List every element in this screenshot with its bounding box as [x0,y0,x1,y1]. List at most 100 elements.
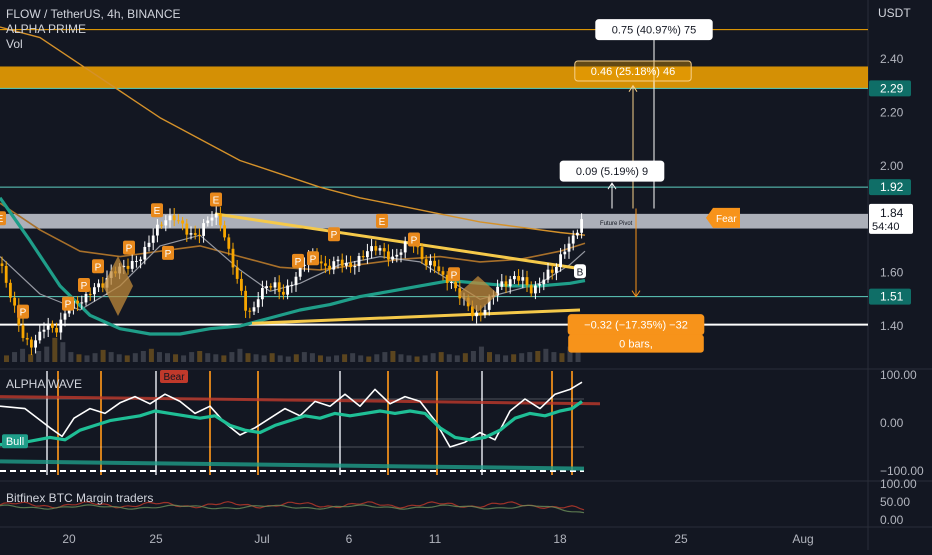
volume-bar [237,348,243,362]
signal-badge [328,227,340,242]
candle-body [340,259,344,266]
volume-bar [350,353,356,362]
signal-badge [210,192,222,207]
candle-body [240,278,243,291]
volume-bar [229,352,235,362]
volume-bar [503,355,509,362]
measure-arrow [631,290,641,298]
resistance-zone [0,66,868,89]
margin-tick: 50.00 [880,495,910,509]
measure-box-label: 0.09 (5.19%) 9 [576,166,648,178]
candle-body [189,233,193,235]
margin-red-line [0,501,585,511]
candle-body [88,293,92,295]
candle-body [567,243,571,252]
price-tag-label: 2.29 [880,81,904,95]
candle-body [475,312,478,317]
signal-badge-label: E [213,196,220,207]
alpha-wave-label[interactable]: ALPHA WAVE [6,377,83,391]
time-axis: 20 25 Jul 6 11 18 25 Aug [62,532,813,546]
volume-bar [438,352,444,362]
candle-body [445,274,449,284]
volume-bar [293,354,299,362]
volume-bar [454,355,460,362]
volume-bar [398,354,404,362]
signal-badge [376,213,388,228]
candle-body [80,302,84,304]
measure-box-label: 0.46 (25.18%) 46 [591,66,675,78]
symbol-title[interactable]: FLOW / TetherUS, 4h, BINANCE [6,7,181,21]
candle-body [256,299,260,308]
signal-badge [78,277,90,292]
volume-bar [221,355,227,362]
measure-arrow [628,84,638,92]
candle-body [130,261,134,269]
candle-body [349,262,352,268]
volume-layer [4,337,581,362]
volume-bar [487,352,492,362]
signal-diamond [458,275,498,312]
volume-bar [148,348,154,362]
volume-bar [414,356,420,362]
signal-badge-label: P [20,308,27,319]
candle-body [454,281,457,289]
candle-body [479,312,483,315]
candle-body [202,223,205,236]
signal-badge-label: P [411,236,418,247]
volume-bar [84,355,90,362]
margin-traders-label[interactable]: Bitfinex BTC Margin traders [6,491,154,505]
volume-bar [285,356,291,362]
signal-badge-label: P [295,257,302,268]
margin-pane [0,501,585,514]
volume-bar [253,354,259,362]
candle-body [504,281,508,287]
signal-badge [162,245,174,260]
candle-body [382,248,386,252]
candle-body [353,266,357,268]
zones-layer [0,29,868,326]
candle-body [542,279,546,285]
alpha-wave-pane: Bear Bull [0,370,601,475]
candle-body [332,261,336,270]
candle-body [160,224,163,226]
indicator-alpha-prime[interactable]: ALPHA PRIME [6,22,87,36]
candle-body [496,286,499,296]
volume-bar [422,355,428,362]
volume-bar [205,353,211,362]
b-badge-label: B [577,267,584,278]
candle-body [248,310,252,312]
price-tick: 2.00 [880,159,904,173]
price-tick: 2.40 [880,52,904,66]
candle-body [370,246,373,252]
b-badge [574,264,586,279]
volume-bar [116,354,122,362]
price-tag-label: 1.92 [880,180,904,194]
candle-body [328,265,331,270]
bear-tag-label: Bear [163,372,185,383]
volume-bar [406,355,412,362]
candle-body [471,306,474,317]
candle-body [550,269,554,273]
volume-bar [197,351,203,362]
candle-body [319,261,323,264]
candle-body [517,276,520,281]
candle-body [219,213,222,226]
candle-body [437,266,441,272]
volume-bar [462,353,468,362]
candle-body [63,313,67,320]
candle-body [265,286,268,288]
volume-bar [100,349,106,362]
upper-trendline [214,212,581,271]
measure-box [595,19,713,41]
volume-bar [366,356,372,362]
candle-body [34,340,37,348]
indicator-volume[interactable]: Vol [6,37,23,51]
volume-bar [181,355,187,362]
candle-body [93,287,96,295]
volume-bar [382,352,388,362]
signal-badge [123,240,135,255]
candle-body [391,256,394,260]
